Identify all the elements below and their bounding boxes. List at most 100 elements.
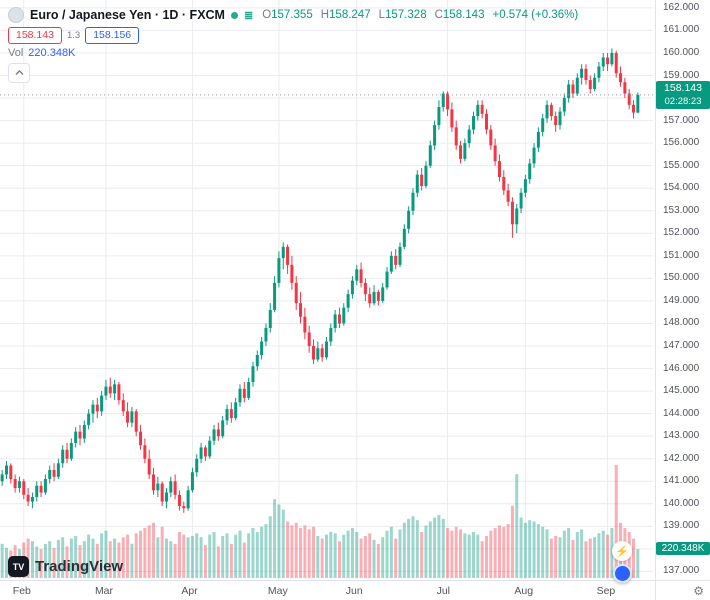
candle-body (324, 341, 328, 358)
candle-body (251, 366, 255, 383)
candle-body (221, 420, 225, 437)
candle-body (415, 174, 419, 193)
volume-bar (394, 538, 398, 578)
candle-body (506, 190, 510, 202)
volume-bar (234, 534, 238, 578)
volume-bar (437, 514, 441, 578)
candle-body (216, 429, 220, 437)
candle-body (333, 314, 337, 328)
candle-body (39, 485, 43, 493)
candlestick-chart[interactable] (0, 0, 655, 580)
candle-body (363, 282, 367, 295)
axis-settings-corner[interactable]: ⚙ (655, 580, 710, 600)
volume-bar (363, 535, 367, 578)
gear-icon[interactable]: ⚙ (693, 583, 704, 598)
volume-bar (130, 543, 134, 578)
y-axis-tick: 161.000 (663, 24, 700, 36)
y-axis-tick: 159.000 (663, 69, 700, 81)
candle-body (247, 382, 251, 398)
candle-body (532, 147, 536, 164)
candle-body (411, 192, 415, 211)
y-axis-tick: 143.000 (663, 430, 700, 442)
tradingview-logo-icon[interactable]: TV (8, 556, 29, 577)
volume-bar (562, 530, 566, 578)
volume-bar (519, 517, 523, 578)
volume-bar (467, 534, 471, 578)
volume-bar (225, 533, 229, 578)
volume-bar (147, 525, 151, 578)
candle-body (588, 80, 592, 90)
candle-body (441, 93, 445, 108)
volume-bar (558, 537, 562, 578)
close-label: C (434, 9, 443, 21)
candle-body (177, 494, 181, 507)
candle-body (502, 176, 506, 191)
candle-body (519, 192, 523, 209)
volume-bar (229, 543, 233, 578)
volume-bar (251, 528, 255, 578)
candle-body (17, 481, 21, 489)
volume-bar (415, 520, 419, 578)
y-axis-tick: 147.000 (663, 340, 700, 352)
volume-bar (4, 547, 8, 578)
volume-bar (221, 535, 225, 578)
lightning-bolt-button[interactable]: ⚡ (612, 541, 632, 561)
volume-bar (493, 528, 497, 578)
volume-bar (593, 537, 597, 578)
candle-body (320, 348, 324, 358)
volume-bar (580, 529, 584, 578)
candle-body (22, 481, 26, 495)
volume-legend: Vol 220.348K (8, 47, 75, 59)
candle-body (143, 445, 147, 459)
collapse-legend-button[interactable] (8, 63, 30, 83)
volume-bar (182, 534, 186, 578)
volume-bar (316, 535, 320, 578)
y-axis-tick: 156.000 (663, 137, 700, 149)
time-axis[interactable]: Feb Mar Apr May Jun Jul Aug Sep (0, 580, 655, 600)
candle-body (56, 463, 60, 477)
volume-bar (584, 541, 588, 578)
volume-bar (523, 522, 527, 578)
symbol-title[interactable]: Euro / Japanese Yen · 1D · FXCM (30, 8, 225, 22)
tradingview-name[interactable]: TradingView (35, 558, 124, 575)
candle-body (420, 174, 424, 186)
list-icon[interactable]: ≣ (243, 9, 253, 22)
candle-body (186, 490, 190, 509)
volume-bar (143, 528, 147, 578)
volume-bar (528, 520, 532, 578)
candle-body (623, 82, 627, 94)
candle-body (312, 346, 316, 360)
volume-bar (74, 535, 78, 578)
candle-body (234, 402, 238, 419)
candle-body (117, 384, 121, 401)
tradingview-watermark[interactable]: TV TradingView (8, 556, 123, 577)
candle-body (277, 258, 281, 283)
candle-body (82, 424, 86, 439)
candle-body (627, 93, 631, 105)
open-label: O (262, 9, 272, 21)
candle-body (567, 84, 571, 99)
candle-body (152, 474, 156, 491)
candle-body (212, 429, 216, 441)
buy-button[interactable]: 158.156 (85, 27, 140, 44)
volume-bar (190, 535, 194, 578)
volume-bar (177, 532, 181, 578)
blue-dot-button[interactable] (612, 564, 632, 583)
volume-bar (381, 537, 385, 578)
candle-body (480, 104, 484, 114)
candle-body (87, 413, 91, 425)
candle-body (402, 228, 406, 247)
sell-button[interactable]: 158.143 (8, 27, 62, 44)
volume-bar (216, 546, 220, 578)
volume-bar (104, 530, 108, 578)
candle-body (510, 201, 514, 225)
volume-bar (480, 541, 484, 578)
candle-body (515, 208, 519, 225)
candle-body (484, 113, 488, 130)
candle-body (381, 287, 385, 301)
candle-body (61, 449, 65, 464)
ohlc-values: O157.355 H158.247 L157.328 C158.143 +0.5… (262, 9, 578, 21)
volume-bar (61, 537, 65, 578)
candle-body (575, 77, 579, 94)
volume-bar (87, 534, 91, 578)
